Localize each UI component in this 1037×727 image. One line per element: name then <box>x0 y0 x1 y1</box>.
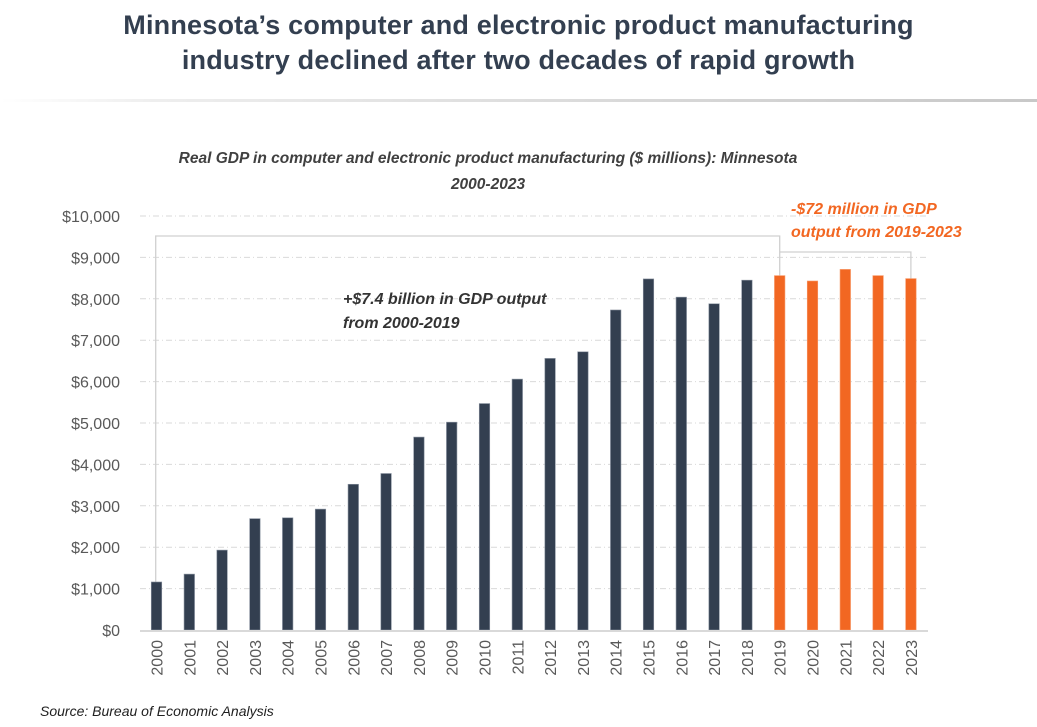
bar-2011 <box>511 378 523 631</box>
x-tick-label: 2003 <box>248 640 265 676</box>
x-tick-label: 2015 <box>642 640 659 676</box>
x-tick-label: 2014 <box>609 640 626 676</box>
x-tick-label: 2004 <box>281 640 298 676</box>
x-tick-label: 2009 <box>445 640 462 676</box>
x-tick-label: 2012 <box>543 640 560 676</box>
x-tick-label: 2017 <box>707 640 724 676</box>
x-tick-label: 2018 <box>740 640 757 676</box>
annotation-brackets <box>155 235 912 584</box>
headline-line-1: Minnesota’s computer and electronic prod… <box>123 10 914 40</box>
y-tick-label: $6,000 <box>71 375 120 392</box>
x-tick-label: 2022 <box>871 640 888 676</box>
y-tick-label: $1,000 <box>71 582 120 599</box>
bars <box>150 269 917 631</box>
bar-2002 <box>216 549 228 631</box>
bracket-decline <box>779 251 912 285</box>
bar-2004 <box>282 517 294 631</box>
bar-2022 <box>872 275 884 631</box>
bar-2019 <box>774 275 786 631</box>
bar-2005 <box>314 508 327 631</box>
annotation-decline-line: -$72 million in GDP <box>791 201 937 218</box>
bar-2009 <box>446 421 458 631</box>
chart-title: Real GDP in computer and electronic prod… <box>179 150 798 167</box>
bar-2006 <box>347 483 359 631</box>
header-separator <box>0 99 1037 102</box>
x-tick-label: 2000 <box>150 640 167 676</box>
x-tick-label: 2002 <box>215 640 232 676</box>
bar-2016 <box>675 296 687 631</box>
bar-2021 <box>839 269 851 631</box>
x-tick-label: 2010 <box>478 640 495 676</box>
y-tick-label: $10,000 <box>62 209 120 226</box>
y-tick-label: $5,000 <box>71 416 120 433</box>
y-tick-label: $2,000 <box>71 540 120 557</box>
y-tick-label: $9,000 <box>71 250 120 267</box>
y-tick-label: $4,000 <box>71 457 120 474</box>
y-tick-label: $0 <box>102 623 120 640</box>
source-note: Source: Bureau of Economic Analysis <box>40 703 274 719</box>
x-tick-label: 2006 <box>346 640 363 676</box>
x-tick-label: 2016 <box>674 640 691 676</box>
annotation-growth: +$7.4 billion in GDP output from 2000-201… <box>343 291 547 332</box>
x-tick-label: 2007 <box>379 640 396 676</box>
bar-2015 <box>642 278 655 631</box>
bar-2020 <box>806 280 819 631</box>
annotation-growth-line: from 2000-2019 <box>343 315 460 332</box>
x-tick-label: 2005 <box>314 640 331 676</box>
bracket-growth <box>155 235 781 584</box>
bar-2003 <box>249 518 261 631</box>
annotation-decline: -$72 million in GDP output from 2019-2023 <box>791 201 962 241</box>
x-tick-label: 2001 <box>182 640 199 676</box>
x-tick-label: 2020 <box>806 640 823 676</box>
x-tick-label: 2023 <box>904 640 921 676</box>
x-axis-tick-labels: 2000 2001 2002 2003 2004 2005 2006 2007 2008 2009… <box>150 640 921 676</box>
bar-2018 <box>741 279 753 631</box>
y-axis-tick-labels: $0 $1,000 $2,000 $3,000 $4,000 $5,000 $6,000 $7… <box>62 209 120 640</box>
annotation-decline-line: output from 2019-2023 <box>791 224 962 241</box>
bar-2000 <box>150 581 163 631</box>
headline: Minnesota’s computer and electronic prod… <box>0 8 1037 78</box>
x-tick-label: 2008 <box>412 640 429 676</box>
x-tick-label: 2011 <box>510 640 527 675</box>
bar-2017 <box>708 303 720 631</box>
annotation-growth-line: +$7.4 billion in GDP output <box>343 291 547 308</box>
y-tick-label: $3,000 <box>71 499 120 516</box>
y-tick-label: $7,000 <box>71 333 120 350</box>
x-tick-label: 2021 <box>838 640 855 676</box>
chart-subtitle: 2000-2023 <box>450 176 526 193</box>
bar-2008 <box>413 436 425 631</box>
x-tick-label: 2013 <box>576 640 593 676</box>
bar-2023 <box>905 278 917 631</box>
bar-2014 <box>610 309 622 631</box>
y-tick-label: $8,000 <box>71 292 120 309</box>
x-tick-label: 2019 <box>773 640 790 676</box>
bar-2010 <box>478 403 491 631</box>
headline-line-2: industry declined after two decades of r… <box>181 45 856 75</box>
bar-2007 <box>380 473 392 631</box>
gridlines <box>140 215 928 590</box>
bar-2012 <box>544 358 556 631</box>
annotations: +$7.4 billion in GDP output from 2000-201… <box>343 201 962 332</box>
bar-2001 <box>183 573 195 631</box>
bar-2013 <box>577 351 589 631</box>
